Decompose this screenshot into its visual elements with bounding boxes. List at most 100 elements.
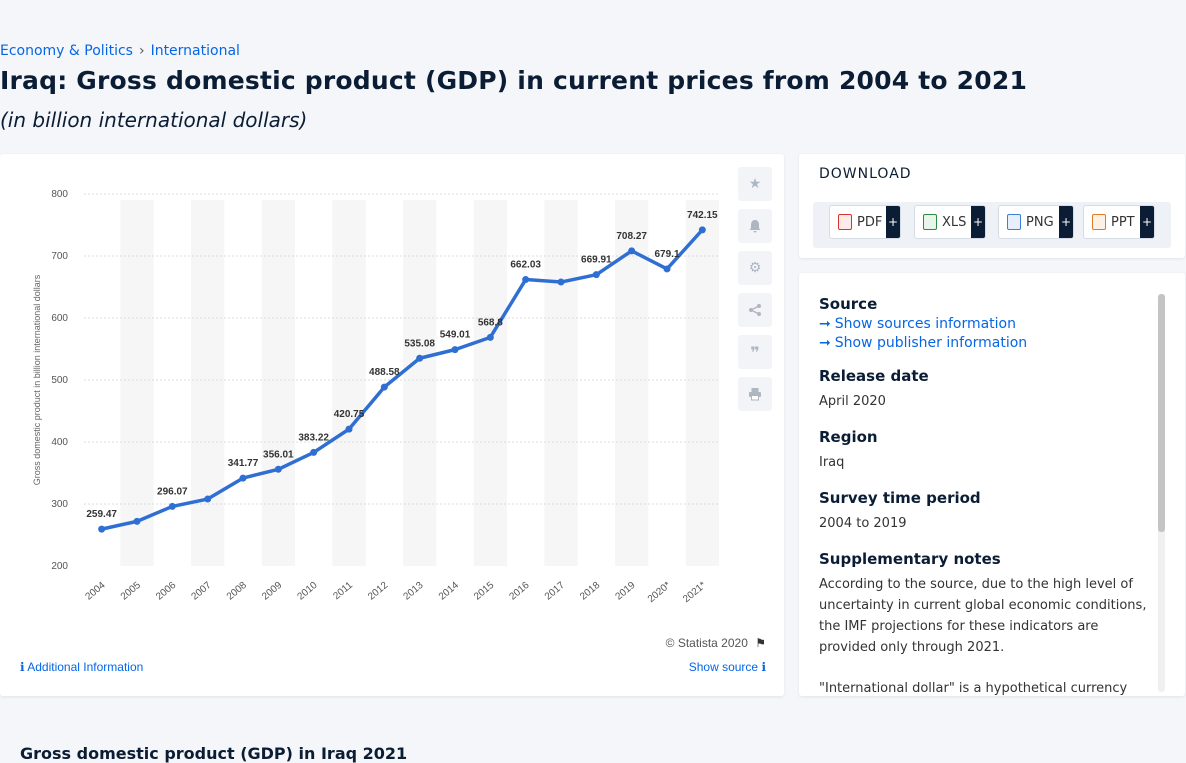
arrow-right-icon: ➞	[819, 335, 831, 351]
x-tick-label: 2011	[331, 580, 355, 603]
data-label: 259.47	[86, 509, 117, 520]
ppt-plus-icon: +	[1140, 206, 1154, 238]
print-icon[interactable]	[738, 377, 772, 411]
show-sources-link[interactable]: ➞ Show sources information	[819, 316, 1149, 332]
x-tick-label: 2019	[613, 580, 637, 603]
x-tick-label: 2012	[366, 580, 390, 603]
column-band	[685, 200, 719, 566]
breadcrumb-separator: ›	[138, 43, 145, 59]
download-png-button[interactable]: PNG +	[998, 205, 1074, 239]
y-tick-label: 700	[51, 251, 68, 262]
show-publisher-link[interactable]: ➞ Show publisher information	[819, 335, 1149, 351]
x-tick-label: 2005	[119, 580, 143, 603]
data-point[interactable]	[451, 346, 459, 354]
bottom-section-title: Gross domestic product (GDP) in Iraq 202…	[20, 744, 408, 763]
breadcrumb-international-link[interactable]: International	[150, 43, 240, 59]
settings-gear-icon[interactable]: ⚙	[738, 251, 772, 285]
data-point[interactable]	[98, 525, 106, 533]
data-point[interactable]	[628, 247, 636, 255]
download-ppt-button[interactable]: PPT +	[1083, 205, 1155, 239]
favorite-star-icon[interactable]: ★	[738, 167, 772, 201]
cite-quote-icon[interactable]: ❞	[738, 335, 772, 369]
data-label: 383.22	[298, 432, 329, 443]
data-point[interactable]	[522, 276, 530, 284]
xls-plus-icon: +	[971, 206, 985, 238]
chart-copyright: © Statista 2020 ⚑	[666, 636, 766, 650]
column-band	[191, 200, 225, 566]
data-label: 669.91	[581, 255, 612, 266]
release-date-value: April 2020	[819, 394, 886, 409]
share-icon[interactable]	[738, 293, 772, 327]
additional-information-link[interactable]: ℹ Additional Information	[20, 660, 143, 674]
data-label: 662.03	[510, 260, 541, 271]
data-point[interactable]	[380, 383, 388, 391]
x-tick-label: 2020*	[646, 580, 673, 605]
xls-label: XLS	[942, 214, 967, 230]
column-band	[473, 200, 507, 566]
data-point[interactable]	[133, 517, 141, 525]
download-xls-button[interactable]: XLS +	[914, 205, 986, 239]
data-label: 568.8	[478, 317, 503, 328]
x-tick-label: 2006	[154, 580, 178, 603]
data-point[interactable]	[345, 425, 353, 433]
x-tick-label: 2007	[189, 580, 213, 603]
x-tick-label: 2015	[472, 580, 496, 603]
scrollbar-thumb[interactable]	[1158, 294, 1165, 532]
column-band	[332, 200, 366, 566]
data-point[interactable]	[204, 495, 212, 503]
column-band	[544, 200, 578, 566]
data-point[interactable]	[557, 278, 565, 286]
data-point[interactable]	[416, 354, 424, 362]
column-band	[403, 200, 437, 566]
data-label: 356.01	[263, 449, 294, 460]
data-point[interactable]	[486, 333, 494, 341]
survey-period-value: 2004 to 2019	[819, 516, 907, 531]
additional-information-label: Additional Information	[27, 660, 144, 674]
show-publisher-label: Show publisher information	[834, 335, 1028, 351]
chart-card: 200 300 400 500 600 700 800 2004 2005 2006 2007 20…	[0, 154, 784, 696]
data-label: 420.75	[334, 409, 365, 420]
release-date-heading: Release date	[819, 367, 929, 385]
data-point[interactable]	[274, 465, 282, 473]
source-details: Source ➞ Show sources information ➞ Show p…	[819, 273, 1149, 696]
series-line	[101, 228, 704, 531]
data-point[interactable]	[663, 265, 671, 273]
data-point[interactable]	[239, 474, 247, 482]
y-tick-label: 600	[51, 313, 68, 324]
y-tick-label: 800	[51, 189, 68, 200]
show-source-label: Show source	[688, 660, 759, 674]
data-point[interactable]	[698, 226, 706, 234]
download-title: DOWNLOAD	[819, 166, 912, 182]
data-label: 708.27	[616, 231, 647, 242]
data-point[interactable]	[592, 271, 600, 279]
data-point[interactable]	[310, 448, 318, 456]
x-tick-label: 2004	[83, 580, 107, 603]
ppt-file-icon	[1092, 214, 1106, 230]
y-tick-label: 500	[51, 375, 68, 386]
data-label: 535.08	[404, 338, 435, 349]
gdp-line-chart: 200 300 400 500 600 700 800 2004 2005 2006 2007 20…	[32, 189, 720, 605]
data-label: 296.07	[157, 486, 188, 497]
pdf-label: PDF	[857, 214, 883, 230]
download-buttons-row: PDF + XLS + PNG + PPT +	[813, 202, 1171, 248]
source-scrollbar[interactable]	[1158, 294, 1165, 692]
region-heading: Region	[819, 428, 878, 446]
show-source-link[interactable]: Show source ℹ	[689, 660, 766, 674]
y-tick-label: 400	[51, 437, 68, 448]
data-label: 488.58	[369, 367, 400, 378]
info-icon: ℹ	[20, 660, 25, 674]
breadcrumb-economy-link[interactable]: Economy & Politics	[0, 43, 133, 59]
region-value: Iraq	[819, 455, 845, 470]
data-point[interactable]	[168, 502, 176, 510]
x-tick-label: 2017	[543, 580, 567, 603]
x-tick-label: 2008	[225, 580, 249, 603]
page-title: Iraq: Gross domestic product (GDP) in cu…	[0, 66, 1028, 95]
source-card: Source ➞ Show sources information ➞ Show p…	[799, 273, 1185, 696]
data-label: 742.15	[687, 210, 718, 221]
flag-icon[interactable]: ⚑	[755, 636, 766, 650]
supplementary-notes-value: According to the source, due to the high…	[819, 577, 1147, 655]
notification-bell-icon[interactable]	[738, 209, 772, 243]
png-file-icon	[1007, 214, 1021, 230]
download-pdf-button[interactable]: PDF +	[829, 205, 901, 239]
x-tick-label: 2009	[260, 580, 284, 603]
